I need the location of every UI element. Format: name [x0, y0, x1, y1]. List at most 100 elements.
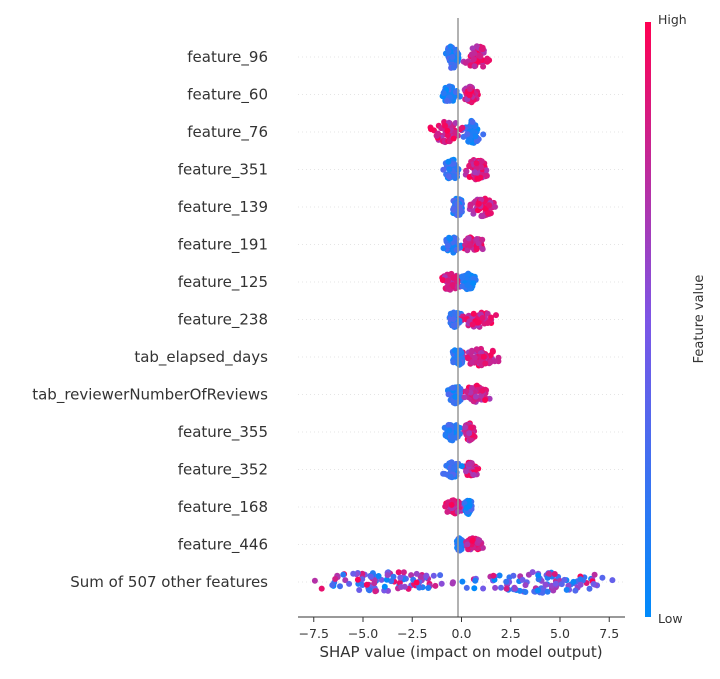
- shap-point: [437, 572, 444, 579]
- shap-point: [479, 315, 486, 321]
- shap-point: [434, 131, 441, 138]
- shap-point: [356, 587, 363, 593]
- shap-point: [450, 135, 457, 142]
- shap-point: [466, 174, 473, 180]
- shap-point: [400, 569, 407, 576]
- feature-labels: feature_96 feature_60 feature_76 feature_35…: [32, 48, 268, 591]
- shap-point: [448, 501, 455, 508]
- shap-point: [469, 119, 476, 125]
- shap-point: [487, 359, 494, 366]
- shap-point: [590, 581, 597, 587]
- shap-point: [522, 582, 529, 589]
- shap-point: [375, 573, 382, 579]
- x-tick-label: −5.0: [348, 626, 378, 641]
- points-layer: [311, 43, 616, 596]
- shap-point: [342, 577, 349, 584]
- shap-point: [445, 48, 452, 55]
- x-tick-label: 0.0: [452, 626, 472, 641]
- shap-point: [469, 537, 476, 544]
- shap-point: [477, 174, 484, 181]
- shap-point: [442, 503, 449, 510]
- feature-label: feature_76: [187, 123, 268, 142]
- shap-point: [453, 246, 460, 253]
- shap-point: [464, 541, 471, 548]
- shap-point: [463, 584, 470, 591]
- shap-point: [492, 584, 499, 591]
- shap-point: [452, 62, 459, 69]
- shap-point: [577, 576, 584, 583]
- shap-point: [483, 172, 490, 179]
- shap-point: [503, 585, 510, 592]
- shap-point: [471, 169, 478, 176]
- x-tick-label: −2.5: [397, 626, 427, 641]
- shap-point: [464, 247, 471, 254]
- shap-point: [450, 322, 457, 329]
- shap-point: [486, 202, 493, 209]
- shap-point: [473, 382, 480, 389]
- shap-point: [482, 397, 489, 403]
- x-tick-label: 5.0: [550, 626, 570, 641]
- shap-point: [570, 578, 577, 585]
- shap-point: [462, 424, 469, 431]
- shap-point: [446, 427, 453, 434]
- shap-point: [510, 572, 517, 579]
- shap-point: [459, 273, 466, 280]
- shap-point: [452, 120, 459, 126]
- shap-point: [464, 354, 471, 361]
- shap-point: [383, 576, 390, 583]
- shap-point: [463, 388, 470, 395]
- shap-point: [441, 470, 448, 477]
- shap-point: [561, 576, 568, 583]
- shap-point: [470, 471, 477, 478]
- shap-point: [354, 576, 361, 583]
- shap-point: [445, 286, 452, 292]
- shap-point: [416, 584, 423, 591]
- shap-point: [466, 461, 473, 468]
- shap-point: [443, 97, 450, 104]
- shap-point: [473, 246, 480, 253]
- shap-point: [365, 586, 372, 593]
- shap-point: [440, 166, 447, 173]
- shap-point: [473, 160, 480, 167]
- shap-point: [563, 586, 570, 593]
- shap-point: [340, 571, 347, 578]
- shap-point: [337, 583, 343, 590]
- shap-point: [463, 168, 470, 175]
- shap-point: [371, 580, 378, 587]
- shap-point: [448, 459, 455, 466]
- feature-label: feature_352: [178, 461, 268, 480]
- shap-point: [461, 394, 468, 401]
- shap-point: [469, 45, 476, 52]
- shap-point: [439, 277, 446, 284]
- shap-point: [591, 571, 598, 578]
- shap-point: [471, 63, 478, 70]
- x-axis-title: SHAP value (impact on model output): [319, 643, 602, 661]
- shap-point: [346, 580, 353, 587]
- shap-point: [408, 572, 415, 579]
- shap-point: [438, 580, 445, 587]
- shap-point: [472, 577, 479, 584]
- shap-point: [465, 235, 472, 242]
- shap-point: [475, 200, 482, 207]
- shap-point: [428, 126, 434, 133]
- shap-point: [498, 584, 504, 591]
- shap-point: [459, 283, 466, 290]
- shap-point: [473, 346, 480, 353]
- shap-point: [464, 131, 471, 138]
- shap-point: [311, 577, 318, 584]
- shap-point: [397, 574, 404, 581]
- shap-point: [479, 236, 486, 243]
- shap-point: [544, 588, 551, 595]
- shap-point: [447, 473, 454, 480]
- shap-point: [534, 587, 541, 594]
- feature-label: feature_168: [178, 498, 268, 517]
- shap-point: [535, 572, 542, 579]
- shap-point: [449, 384, 456, 391]
- shap-point: [468, 347, 475, 354]
- shap-point: [446, 235, 453, 241]
- shap-point: [480, 353, 487, 360]
- shap-point: [395, 569, 402, 576]
- shap-point: [479, 387, 486, 394]
- shap-point: [425, 585, 432, 591]
- shap-point: [609, 577, 616, 584]
